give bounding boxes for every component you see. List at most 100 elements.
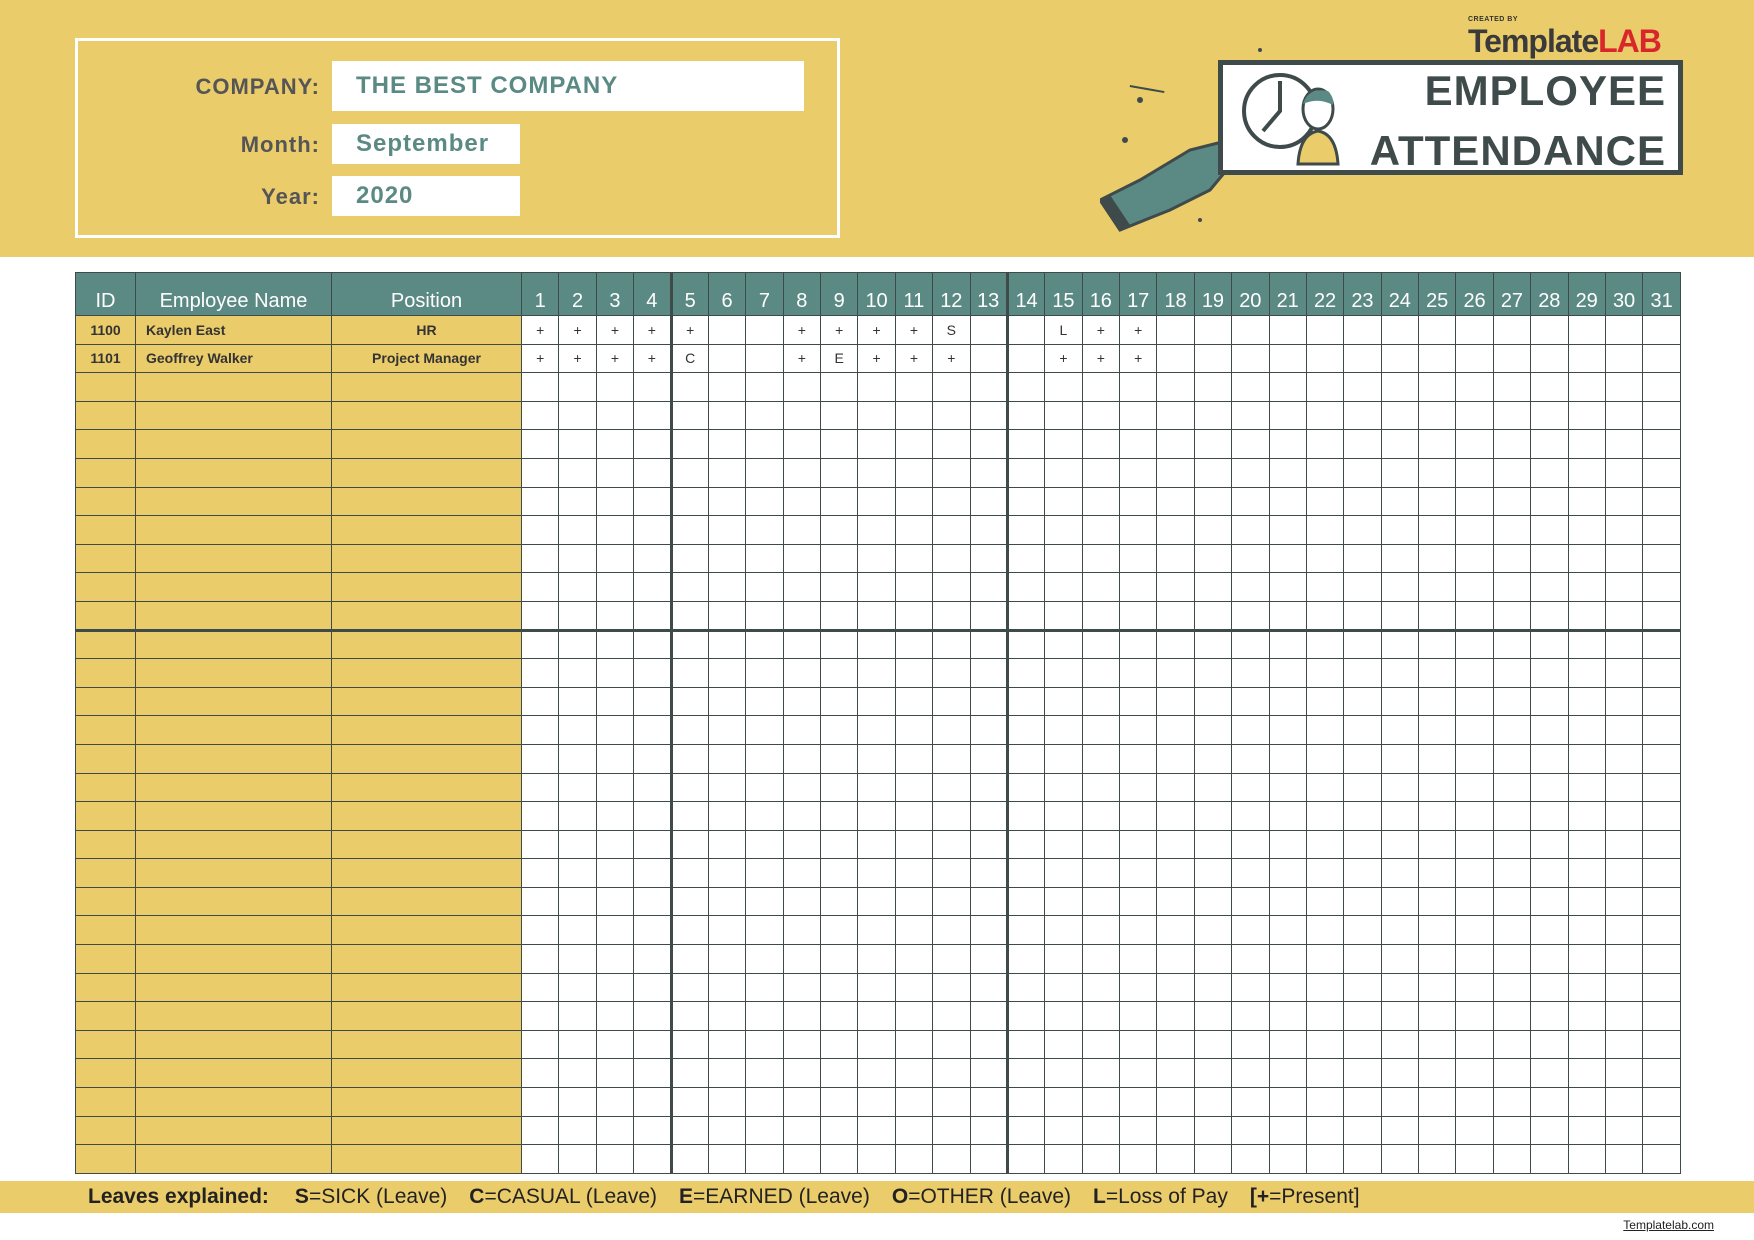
day-cell[interactable] [1044, 886, 1083, 917]
day-cell[interactable] [1642, 829, 1681, 860]
day-cell[interactable] [1567, 686, 1606, 717]
day-cell[interactable] [1530, 658, 1569, 688]
day-cell[interactable] [520, 1001, 560, 1031]
day-cell[interactable] [1081, 915, 1121, 946]
day-cell[interactable] [1530, 772, 1569, 803]
day-cell[interactable] [1455, 944, 1494, 974]
day-cell[interactable] [1081, 628, 1121, 660]
day-cell[interactable] [1193, 1058, 1233, 1089]
day-cell[interactable] [1380, 1115, 1420, 1146]
day-cell[interactable] [1530, 715, 1569, 745]
day-cell[interactable] [1492, 886, 1532, 917]
day-cell[interactable] [1492, 400, 1532, 431]
day-cell[interactable] [595, 1144, 635, 1174]
day-cell[interactable] [1005, 858, 1046, 888]
day-cell[interactable] [520, 400, 560, 431]
cell-id[interactable] [75, 457, 136, 488]
day-cell[interactable] [1193, 886, 1233, 917]
day-cell[interactable] [969, 686, 1008, 717]
day-cell[interactable] [669, 1058, 709, 1089]
day-cell[interactable]: + [819, 315, 859, 345]
day-cell[interactable] [1642, 915, 1681, 946]
cell-name[interactable] [135, 772, 332, 803]
day-cell[interactable] [1567, 572, 1606, 602]
day-cell[interactable] [1231, 972, 1270, 1003]
day-cell[interactable] [1044, 772, 1083, 803]
cell-name[interactable] [135, 429, 332, 459]
day-cell[interactable] [1492, 1087, 1532, 1117]
day-cell[interactable] [1305, 915, 1345, 946]
cell-position[interactable] [331, 400, 522, 431]
day-cell[interactable] [1343, 944, 1382, 974]
day-cell[interactable] [745, 801, 784, 831]
day-cell[interactable] [857, 801, 896, 831]
day-cell[interactable] [1193, 343, 1233, 374]
day-cell[interactable] [633, 658, 672, 688]
day-cell[interactable] [1044, 686, 1083, 717]
day-cell[interactable] [932, 715, 971, 745]
day-cell[interactable] [932, 457, 971, 488]
day-cell[interactable] [745, 429, 784, 459]
day-cell[interactable] [707, 658, 747, 688]
day-cell[interactable] [782, 1087, 822, 1117]
day-cell[interactable] [932, 543, 971, 574]
day-cell[interactable] [1530, 886, 1569, 917]
day-cell[interactable] [1530, 1001, 1569, 1031]
day-cell[interactable] [558, 915, 597, 946]
day-cell[interactable] [819, 600, 859, 631]
day-cell[interactable] [633, 1087, 672, 1117]
day-cell[interactable] [1642, 886, 1681, 917]
day-cell[interactable] [932, 628, 971, 660]
day-cell[interactable] [558, 372, 597, 402]
day-cell[interactable] [1380, 915, 1420, 946]
day-cell[interactable] [1567, 801, 1606, 831]
day-cell[interactable] [1156, 1029, 1195, 1060]
day-cell[interactable] [520, 1058, 560, 1089]
day-cell[interactable] [1193, 1115, 1233, 1146]
day-cell[interactable] [1305, 658, 1345, 688]
day-cell[interactable] [1417, 457, 1457, 488]
day-cell[interactable] [520, 457, 560, 488]
day-cell[interactable] [1193, 915, 1233, 946]
day-cell[interactable] [819, 801, 859, 831]
day-cell[interactable] [1005, 1115, 1046, 1146]
day-cell[interactable] [1492, 486, 1532, 517]
day-cell[interactable] [1642, 600, 1681, 631]
day-cell[interactable] [1231, 829, 1270, 860]
day-cell[interactable] [1305, 486, 1345, 517]
day-cell[interactable] [669, 600, 709, 631]
day-cell[interactable] [1380, 1029, 1420, 1060]
day-cell[interactable] [1567, 743, 1606, 774]
day-cell[interactable] [1231, 801, 1270, 831]
day-cell[interactable] [782, 1029, 822, 1060]
day-cell[interactable] [1044, 486, 1083, 517]
day-cell[interactable] [745, 543, 784, 574]
day-cell[interactable] [1044, 372, 1083, 402]
day-cell[interactable] [1268, 858, 1307, 888]
day-cell[interactable] [558, 658, 597, 688]
day-cell[interactable] [745, 457, 784, 488]
day-cell[interactable] [745, 772, 784, 803]
day-cell[interactable] [1268, 486, 1307, 517]
cell-position[interactable] [331, 801, 522, 831]
day-cell[interactable] [1268, 315, 1307, 345]
day-cell[interactable] [520, 628, 560, 660]
day-cell[interactable] [1081, 600, 1121, 631]
day-cell[interactable] [1305, 1029, 1345, 1060]
day-cell[interactable] [819, 515, 859, 545]
day-cell[interactable] [1231, 1115, 1270, 1146]
day-cell[interactable] [1455, 429, 1494, 459]
day-cell[interactable] [1081, 658, 1121, 688]
day-cell[interactable] [1417, 915, 1457, 946]
day-cell[interactable] [1417, 829, 1457, 860]
day-cell[interactable] [745, 515, 784, 545]
day-cell[interactable] [819, 944, 859, 974]
day-cell[interactable] [1231, 400, 1270, 431]
day-cell[interactable] [1642, 572, 1681, 602]
day-cell[interactable] [1005, 1001, 1046, 1031]
day-cell[interactable] [595, 400, 635, 431]
day-cell[interactable] [520, 858, 560, 888]
day-cell[interactable]: + [633, 315, 672, 345]
day-cell[interactable] [633, 886, 672, 917]
day-cell[interactable] [1268, 343, 1307, 374]
